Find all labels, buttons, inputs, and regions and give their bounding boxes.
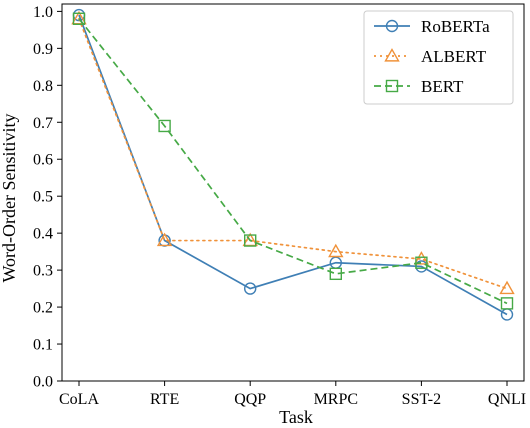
data-point-bert	[500, 297, 514, 310]
legend-box	[363, 10, 514, 105]
data-point-bert	[72, 12, 86, 25]
x-tick-label: RTE	[150, 391, 179, 408]
legend-label-bert: BERT	[421, 77, 464, 96]
plot-layer	[71, 8, 515, 321]
x-tick-label: QQP	[234, 391, 266, 408]
data-point-bert	[415, 256, 428, 269]
y-tick-label: 1.0	[33, 4, 53, 21]
x-tick-label: CoLA	[59, 391, 99, 408]
x-axis-label: Task	[279, 407, 313, 427]
axes-layer: 0.0 0.1 0.2 0.3 0.4 0.5 0.6 0.7 0.8 0.9 1.0 CoLA RTE…	[33, 3, 526, 408]
y-tick-label: 0.7	[33, 115, 53, 132]
legend-marker-albert	[384, 48, 400, 62]
y-tick-label: 0.8	[33, 78, 53, 95]
data-point-albert	[499, 280, 515, 295]
y-tick-label: 0.2	[33, 300, 53, 317]
legend: RoBERTa ALBERT BERT	[363, 10, 514, 105]
data-point-albert	[156, 232, 173, 247]
plot-frame	[61, 3, 525, 382]
data-point-albert	[328, 243, 344, 258]
data-point-albert	[413, 251, 430, 265]
data-point-bert	[243, 234, 257, 247]
series-line-bert	[78, 18, 508, 305]
legend-marker-roberta	[385, 19, 399, 33]
y-tick-label: 0.5	[33, 189, 53, 206]
data-point-bert	[158, 119, 171, 133]
legend-label-albert: ALBERT	[421, 47, 487, 66]
x-tick-label: QNLI	[488, 391, 526, 408]
data-point-roberta	[243, 282, 257, 295]
y-tick-label: 0.0	[33, 374, 53, 391]
y-axis-label: Word-Order Sensitivity	[0, 113, 19, 282]
series-line-albert	[78, 17, 508, 290]
y-tick-label: 0.4	[33, 226, 53, 243]
y-tick-label: 0.6	[33, 152, 53, 169]
legend-label-roberta: RoBERTa	[421, 17, 490, 36]
series-bert	[72, 12, 514, 310]
x-tick-label: MRPC	[314, 391, 358, 408]
legend-marker-bert	[385, 79, 399, 93]
y-tick-label: 0.3	[33, 263, 53, 280]
x-tick-label: SST-2	[402, 391, 441, 408]
data-point-bert	[329, 267, 342, 281]
y-tick-label: 0.9	[33, 41, 53, 58]
y-tick-label: 0.1	[33, 337, 53, 354]
